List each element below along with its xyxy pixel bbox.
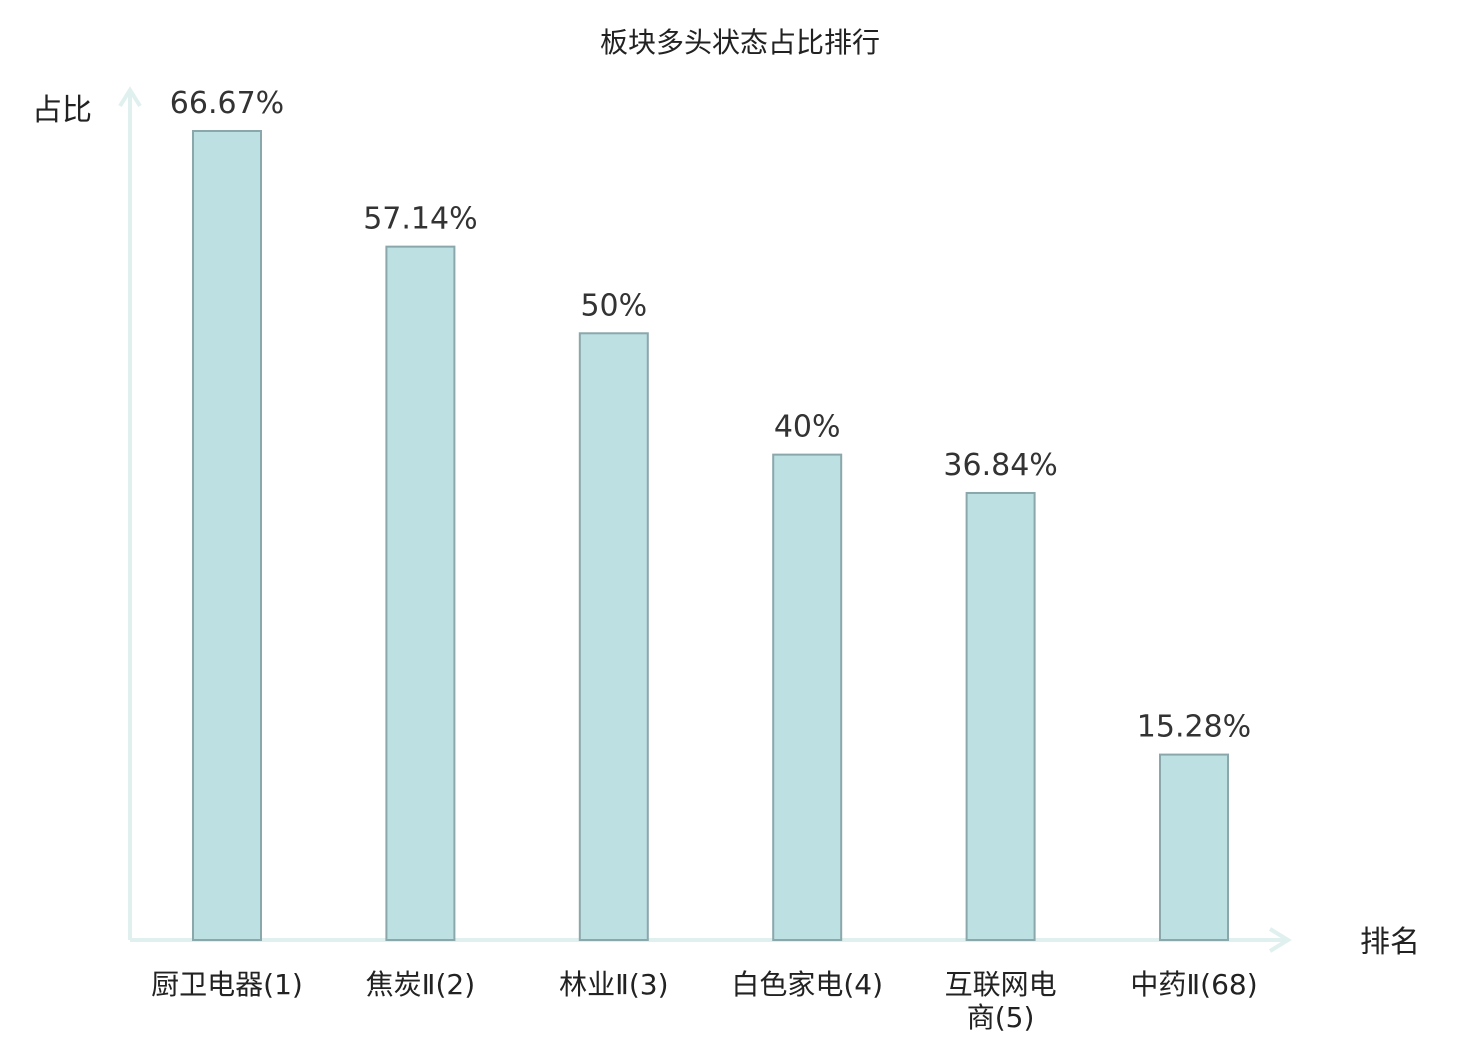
bar-value-label: 36.84% (943, 448, 1057, 483)
bar-value-label: 15.28% (1137, 710, 1251, 745)
x-axis-arrow (1268, 927, 1292, 953)
bar (772, 453, 843, 941)
x-tick-label: 商(5) (967, 1001, 1035, 1034)
x-tick-label: 互联网电 (945, 968, 1057, 1001)
bar (578, 332, 649, 941)
bar (1159, 753, 1229, 942)
bar (385, 245, 456, 942)
axes (118, 86, 1292, 953)
chart-title: 板块多头状态占比排行 (600, 26, 880, 59)
bar-value-label: 50% (580, 288, 647, 323)
x-axis-label: 排名 (1360, 925, 1420, 960)
x-tick-label: 林业Ⅱ(3) (559, 968, 668, 1001)
bar-value-label: 40% (774, 410, 841, 445)
bar-value-label: 57.14% (363, 202, 477, 237)
bar-value-label: 66.67% (170, 86, 284, 121)
x-tick-label: 白色家电(4) (731, 968, 883, 1001)
y-axis-arrow (118, 86, 142, 108)
x-tick-label: 厨卫电器(1) (151, 968, 303, 1001)
bar (965, 491, 1036, 941)
x-tick-label: 焦炭Ⅱ(2) (366, 968, 475, 1001)
bars-group (192, 130, 1229, 942)
y-axis-label: 占比 (32, 93, 92, 128)
value-labels-group: 66.67% 57.14% 50% 40% 36.84% 15.28% (170, 86, 1251, 745)
bar (192, 130, 262, 941)
x-tick-label: 中药Ⅱ(68) (1130, 968, 1257, 1001)
